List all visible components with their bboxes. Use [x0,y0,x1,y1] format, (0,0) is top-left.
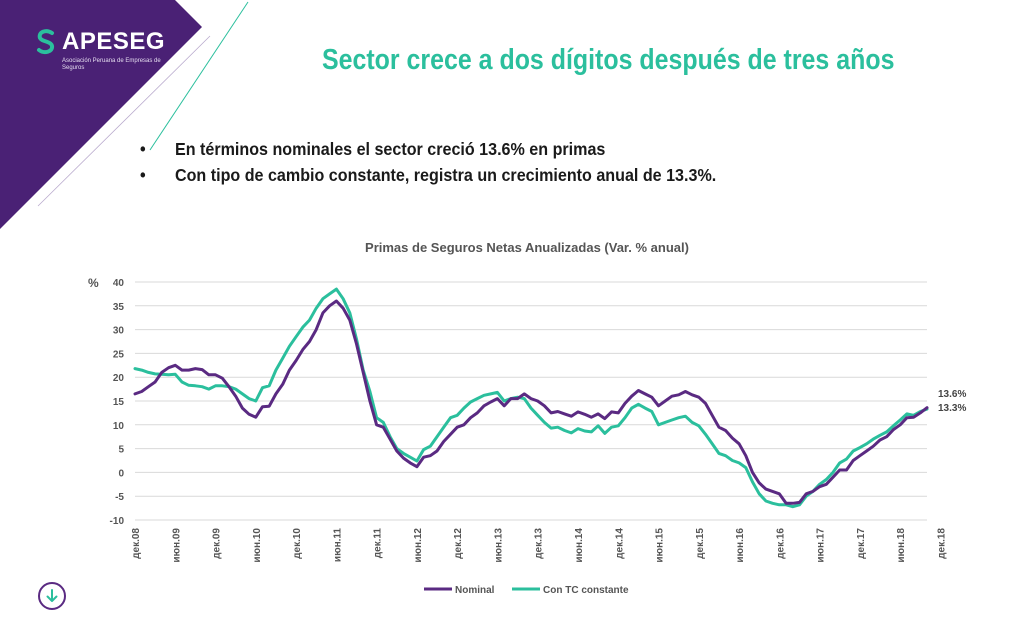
bullet-dot: • [140,139,146,159]
apeseg-logo-icon [37,29,55,55]
y-tick-label: 0 [118,468,124,479]
y-tick-label: 15 [113,397,125,408]
logo-name: APESEG [62,28,166,55]
logo-subtitle: Asociación Peruana de Empresas de Seguro… [62,58,161,71]
gridlines [135,281,927,521]
y-tick-label: -5 [115,492,124,503]
y-tick-label: 5 [118,445,124,456]
scroll-down-button[interactable] [38,582,66,610]
x-tick-label: июн.13 [493,528,504,563]
x-tick-label: июн.09 [171,528,182,563]
legend-label-constant: Con TC constante [543,585,629,596]
x-tick-label: дек.09 [212,528,223,559]
bullet-dot: • [140,165,146,185]
y-tick-label: 25 [113,349,125,360]
x-tick-label: июн.17 [816,528,827,563]
corner-line [37,35,211,207]
x-tick-label: дек.18 [936,528,947,559]
x-tick-label: дек.14 [614,528,625,559]
x-tick-label: июн.15 [655,528,666,563]
x-tick-labels: дек.08 июн.09 дек.09 июн.10 дек.10 июн.11 дек.… [131,528,947,563]
line-chart: Primas de Seguros Netas Anualizadas (Var… [88,240,966,596]
y-tick-label: 10 [113,421,125,432]
series-lines [133,287,929,509]
y-tick-label: 20 [113,373,125,384]
bullet-list: • En términos nominales el sector creció… [140,136,766,188]
legend: Nominal Con TC constante [424,585,629,596]
corner-line [149,1,249,151]
y-tick-label: 40 [113,278,125,289]
bullet-text: Con tipo de cambio constante, registra u… [174,165,717,185]
x-tick-label: дек.12 [453,528,464,559]
y-axis-label: % [88,276,99,290]
y-tick-label: 35 [113,302,125,313]
arrow-down-circle-icon [46,589,58,602]
x-tick-label: июн.11 [332,528,343,563]
y-tick-label: 30 [113,326,125,337]
bullet-item: • Con tipo de cambio constante, registra… [140,162,716,188]
x-tick-label: дек.08 [131,528,142,559]
legend-label-nominal: Nominal [455,585,495,596]
x-tick-label: дек.13 [534,528,545,559]
x-tick-label: дек.11 [373,528,384,559]
corner-band [0,0,202,229]
x-tick-label: июн.14 [574,528,585,563]
end-label-nominal: 13.6% [938,389,966,400]
x-tick-label: июн.18 [896,528,907,563]
series-line-nominal [133,299,929,505]
series-line-con-tc-constante [133,287,929,509]
x-tick-label: июн.12 [413,528,424,563]
bullet-text: En términos nominales el sector creció 1… [174,139,606,159]
y-tick-label: -10 [110,516,125,527]
corner-decoration [0,0,249,229]
x-tick-label: дек.10 [292,528,303,559]
end-label-constant: 13.3% [938,403,966,414]
x-tick-label: дек.17 [856,528,867,559]
logo: APESEG [36,28,165,56]
x-tick-label: дек.16 [775,528,786,559]
bullet-item: • En términos nominales el sector creció… [140,136,716,162]
x-tick-label: дек.15 [695,528,706,559]
x-tick-label: июн.10 [252,528,263,563]
slide-title: Sector crece a dos dígitos después de tr… [322,44,895,76]
chart-title: Primas de Seguros Netas Anualizadas (Var… [365,240,689,255]
y-tick-labels: -10 -5 0 5 10 15 20 25 30 35 40 [110,278,125,527]
x-tick-label: июн.16 [735,528,746,563]
